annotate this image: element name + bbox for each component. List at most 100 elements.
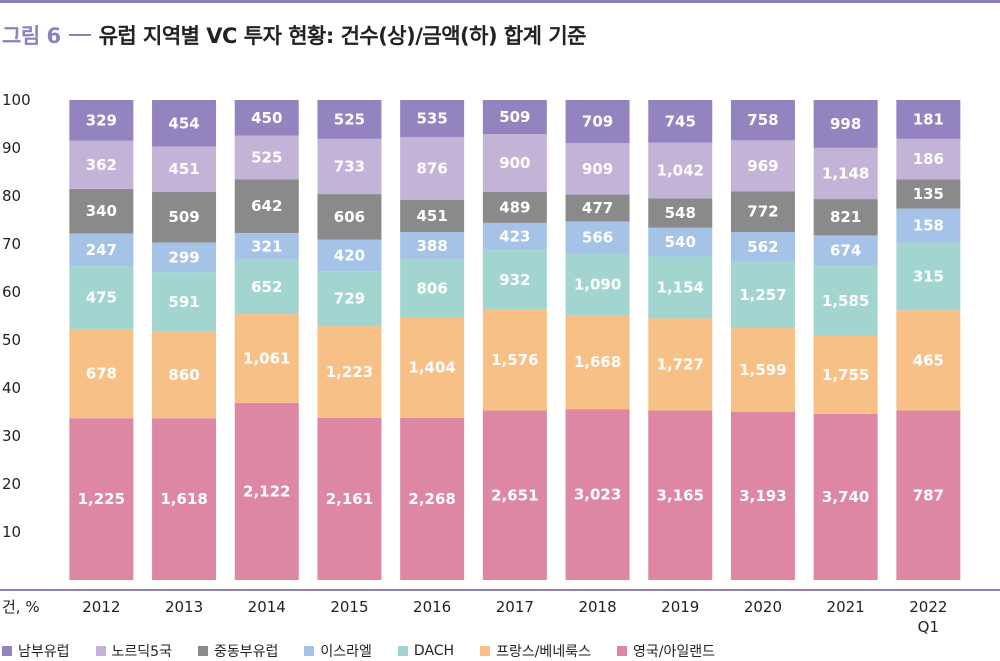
- segment-value-label: 1,599: [739, 361, 786, 379]
- segment-value-label: 465: [913, 351, 944, 369]
- segment-value-label: 423: [499, 227, 530, 245]
- bar-segment: [234, 314, 299, 403]
- segment-value-label: 2,122: [243, 482, 290, 500]
- figure-number: 그림 6: [2, 24, 61, 48]
- legend-item: 중동부유럽: [197, 641, 278, 661]
- y-tick-label: 70: [2, 235, 21, 253]
- bar-segment: [69, 140, 134, 189]
- segment-value-label: 674: [830, 242, 861, 260]
- segment-value-label: 591: [168, 293, 199, 311]
- y-tick-label: 100: [2, 91, 31, 109]
- x-tick-label: 2021: [827, 598, 865, 616]
- segment-value-label: 1,755: [822, 366, 869, 384]
- bar-segment: [896, 242, 961, 311]
- bar-segment: [317, 239, 382, 272]
- segment-value-label: 2,161: [326, 490, 373, 508]
- segment-value-label: 3,740: [822, 488, 869, 506]
- bar-segment: [896, 138, 961, 180]
- segment-value-label: 909: [582, 160, 613, 178]
- segment-value-label: 562: [747, 238, 778, 256]
- bar-segment: [400, 259, 465, 318]
- bar-segment: [648, 142, 713, 199]
- segment-value-label: 2,268: [408, 490, 455, 508]
- segment-value-label: 1,618: [160, 490, 207, 508]
- segment-value-label: 509: [499, 108, 530, 126]
- legend-swatch: [2, 646, 12, 656]
- x-tick-label: 2015: [330, 598, 368, 616]
- segment-value-label: 729: [334, 290, 365, 308]
- segment-value-label: 1,727: [657, 355, 704, 373]
- bar-segment: [152, 191, 217, 243]
- bar-segment: [152, 272, 217, 332]
- bar-segment: [152, 331, 217, 419]
- segment-value-label: 186: [913, 150, 944, 168]
- stacked-bar-chart: 10 20 30 40 50 60 70 80 90 100 1,225 678 475 247 340 36…: [0, 91, 1000, 636]
- bar-segment: [565, 100, 630, 144]
- legend-swatch: [95, 646, 106, 656]
- bar-segment: [69, 418, 134, 580]
- x-tick-label: 2012: [82, 598, 120, 616]
- segment-value-label: 181: [913, 110, 944, 128]
- x-tick-label: 2020: [744, 598, 782, 616]
- bar-segment: [482, 309, 547, 411]
- segment-value-label: 475: [86, 289, 117, 307]
- segment-value-label: 1,576: [491, 351, 538, 369]
- segment-value-label: 247: [86, 241, 117, 259]
- bar-segment: [317, 194, 382, 240]
- segment-value-label: 340: [86, 202, 117, 220]
- segment-value-label: 642: [251, 197, 282, 215]
- segment-value-label: 451: [416, 207, 447, 225]
- segment-value-label: 525: [334, 110, 365, 128]
- segment-value-label: 998: [830, 115, 861, 133]
- bar-segment: [400, 199, 465, 232]
- segment-value-label: 548: [665, 204, 696, 222]
- segment-value-label: 806: [416, 280, 447, 298]
- legend-label: 남부유럽: [18, 644, 70, 660]
- legend-swatch: [304, 646, 315, 656]
- segment-value-label: 454: [168, 114, 199, 132]
- segment-value-label: 969: [747, 157, 778, 175]
- legend-item: 이스라엘: [304, 641, 372, 661]
- segment-value-label: 606: [334, 208, 365, 226]
- segment-value-label: 900: [499, 154, 530, 172]
- bar-segment: [565, 253, 630, 316]
- bar-segment: [69, 188, 134, 234]
- x-tick-label: Q1: [918, 618, 939, 636]
- segment-value-label: 1,404: [408, 359, 455, 377]
- segment-value-label: 451: [168, 160, 199, 178]
- bar-segment: [317, 326, 382, 418]
- bar-segment: [565, 409, 630, 580]
- bar-segment: [565, 194, 630, 222]
- bar-segment: [152, 418, 217, 580]
- segment-value-label: 450: [251, 109, 282, 127]
- x-tick-label: 2017: [496, 598, 534, 616]
- segment-value-label: 321: [251, 237, 282, 255]
- y-tick-label: 40: [2, 379, 21, 397]
- segment-value-label: 1,061: [243, 349, 290, 367]
- bar-segment: [482, 410, 547, 580]
- x-tick-label: 2016: [413, 598, 451, 616]
- y-tick-label: 50: [2, 331, 21, 349]
- bar-segment: [896, 310, 961, 411]
- figure-title-text: 유럽 지역별 VC 투자 현황: 건수(상)/금액(하) 합계 기준: [98, 24, 587, 48]
- segment-value-label: 1,042: [657, 162, 704, 180]
- bar-segment: [152, 100, 217, 147]
- figure-title: 그림 6 유럽 지역별 VC 투자 현황: 건수(상)/금액(하) 합계 기준: [2, 20, 586, 50]
- bar-segment: [730, 191, 795, 232]
- bar-segment: [234, 402, 299, 580]
- legend-swatch: [616, 646, 627, 656]
- segment-value-label: 652: [251, 278, 282, 296]
- bar-segment: [317, 417, 382, 580]
- segment-value-label: 1,225: [78, 490, 125, 508]
- bar-segment: [648, 410, 713, 580]
- legend-item: 프랑스/베네룩스: [480, 641, 591, 661]
- bar-segment: [234, 135, 299, 180]
- bar-segment: [648, 227, 713, 257]
- bar-segment: [730, 328, 795, 412]
- segment-value-label: 1,223: [326, 363, 373, 381]
- segment-value-label: 135: [913, 185, 944, 203]
- legend-swatch: [197, 646, 208, 656]
- segment-value-label: 1,148: [822, 164, 869, 182]
- bar-segment: [234, 179, 299, 233]
- bar-segment: [69, 233, 134, 267]
